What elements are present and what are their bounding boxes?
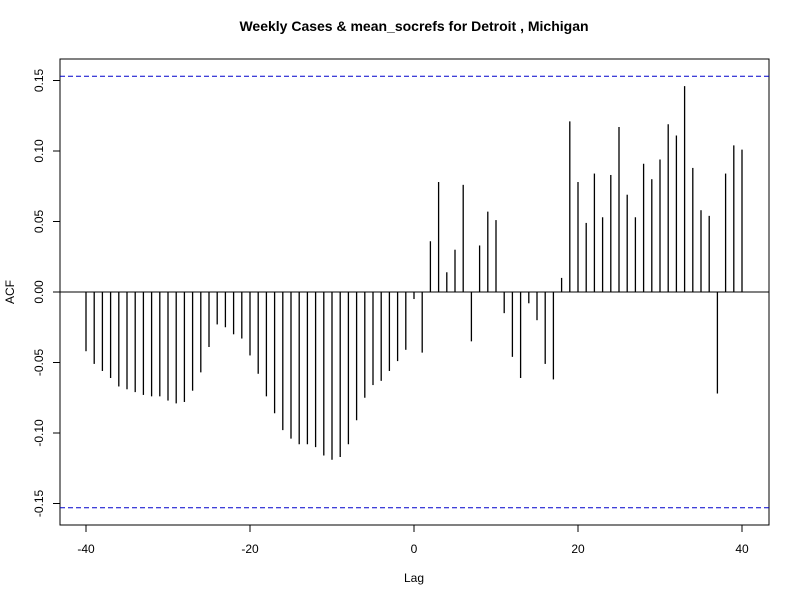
y-tick-label: 0.15 (32, 68, 46, 92)
y-tick-label: -0.15 (32, 490, 46, 518)
x-tick-label: 40 (735, 542, 749, 556)
x-tick-label: 0 (411, 542, 418, 556)
y-tick-label: 0.05 (32, 209, 46, 233)
y-axis-label: ACF (3, 280, 17, 304)
x-tick-label: -20 (241, 542, 259, 556)
x-axis: -40 -20 0 20 40 (77, 524, 749, 556)
x-tick-label: 20 (571, 542, 585, 556)
chart-title: Weekly Cases & mean_socrefs for Detroit … (239, 18, 588, 34)
y-axis: -0.15 -0.10 -0.05 0.00 0.05 0.10 0.15 (32, 68, 61, 518)
y-tick-label: -0.10 (32, 419, 46, 447)
confidence-bounds (60, 75, 769, 509)
y-tick-label: -0.05 (32, 349, 46, 377)
y-tick-label: 0.00 (32, 280, 46, 304)
x-axis-label: Lag (404, 571, 424, 585)
x-tick-label: -40 (77, 542, 95, 556)
y-tick-label: 0.10 (32, 139, 46, 163)
acf-bars (85, 86, 743, 460)
